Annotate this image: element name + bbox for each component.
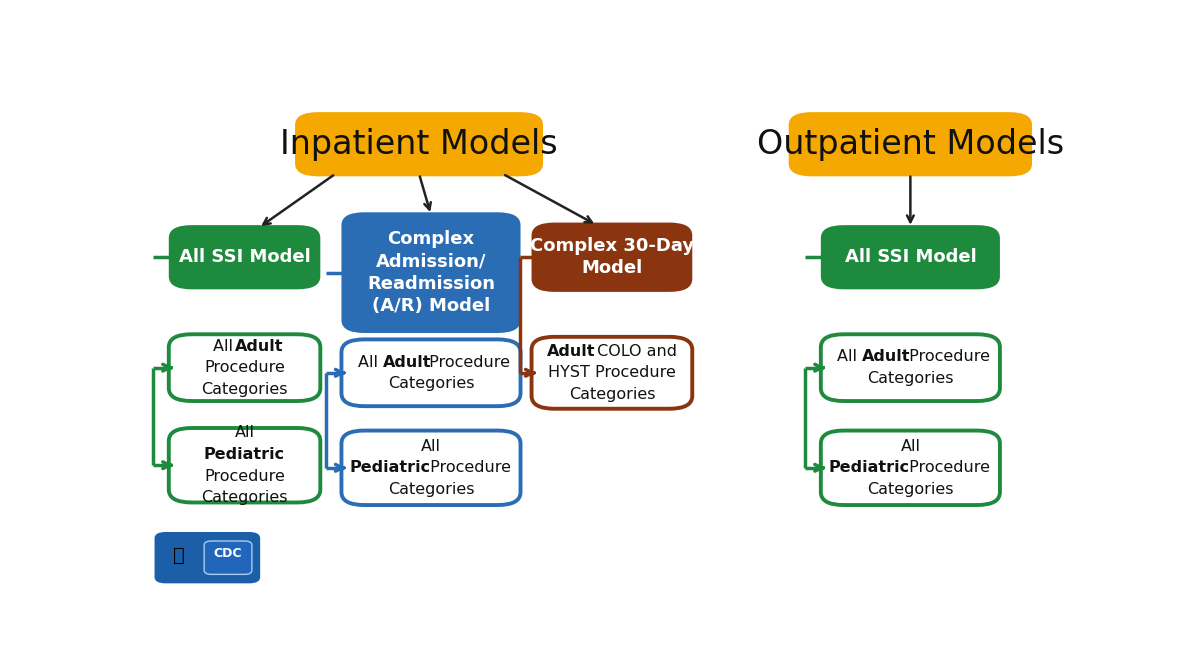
Text: HYST Procedure: HYST Procedure [547, 366, 675, 380]
Text: Procedure: Procedure [204, 468, 284, 484]
Text: Procedure: Procedure [904, 350, 989, 364]
Text: Categories: Categories [569, 387, 655, 402]
Text: Outpatient Models: Outpatient Models [757, 128, 1064, 161]
Text: Procedure: Procedure [904, 460, 991, 476]
Text: All: All [358, 354, 383, 370]
Text: All: All [421, 439, 441, 454]
FancyBboxPatch shape [168, 334, 320, 401]
Text: COLO and: COLO and [592, 344, 677, 359]
Text: Adult: Adult [861, 350, 910, 364]
FancyBboxPatch shape [168, 428, 320, 502]
FancyBboxPatch shape [821, 334, 1000, 401]
Text: Complex 30-Day
Model: Complex 30-Day Model [530, 237, 694, 277]
Text: Categories: Categories [867, 482, 954, 497]
FancyBboxPatch shape [821, 431, 1000, 505]
FancyBboxPatch shape [532, 223, 692, 292]
FancyBboxPatch shape [154, 532, 261, 584]
Text: All: All [213, 339, 238, 354]
FancyBboxPatch shape [789, 112, 1032, 176]
Text: Procedure: Procedure [204, 360, 284, 375]
Text: 🦅: 🦅 [173, 546, 185, 564]
Text: Adult: Adult [383, 354, 431, 370]
Text: All: All [901, 439, 921, 454]
FancyBboxPatch shape [295, 112, 543, 176]
FancyBboxPatch shape [168, 225, 320, 289]
Text: Adult: Adult [235, 339, 283, 354]
Text: All: All [235, 426, 255, 440]
Text: Adult: Adult [546, 344, 595, 359]
Text: Categories: Categories [867, 371, 954, 386]
Text: CDC: CDC [213, 547, 242, 560]
Text: Pediatric: Pediatric [350, 460, 430, 476]
FancyBboxPatch shape [341, 212, 520, 333]
FancyBboxPatch shape [532, 337, 692, 409]
Text: Procedure: Procedure [424, 354, 511, 370]
FancyBboxPatch shape [821, 225, 1000, 289]
Text: Complex
Admission/
Readmission
(A/R) Model: Complex Admission/ Readmission (A/R) Mod… [367, 230, 495, 315]
Text: Categories: Categories [201, 382, 288, 397]
Text: Categories: Categories [387, 376, 474, 391]
FancyBboxPatch shape [341, 340, 520, 406]
Text: All: All [838, 350, 863, 364]
Text: Procedure: Procedure [425, 460, 511, 476]
FancyBboxPatch shape [341, 431, 520, 505]
FancyBboxPatch shape [204, 541, 252, 574]
Text: Pediatric: Pediatric [828, 460, 910, 476]
Text: Categories: Categories [201, 490, 288, 505]
Text: Categories: Categories [387, 482, 474, 497]
Text: All SSI Model: All SSI Model [845, 248, 976, 266]
Text: Pediatric: Pediatric [204, 447, 286, 462]
Text: All SSI Model: All SSI Model [179, 248, 310, 266]
Text: Inpatient Models: Inpatient Models [280, 128, 558, 161]
